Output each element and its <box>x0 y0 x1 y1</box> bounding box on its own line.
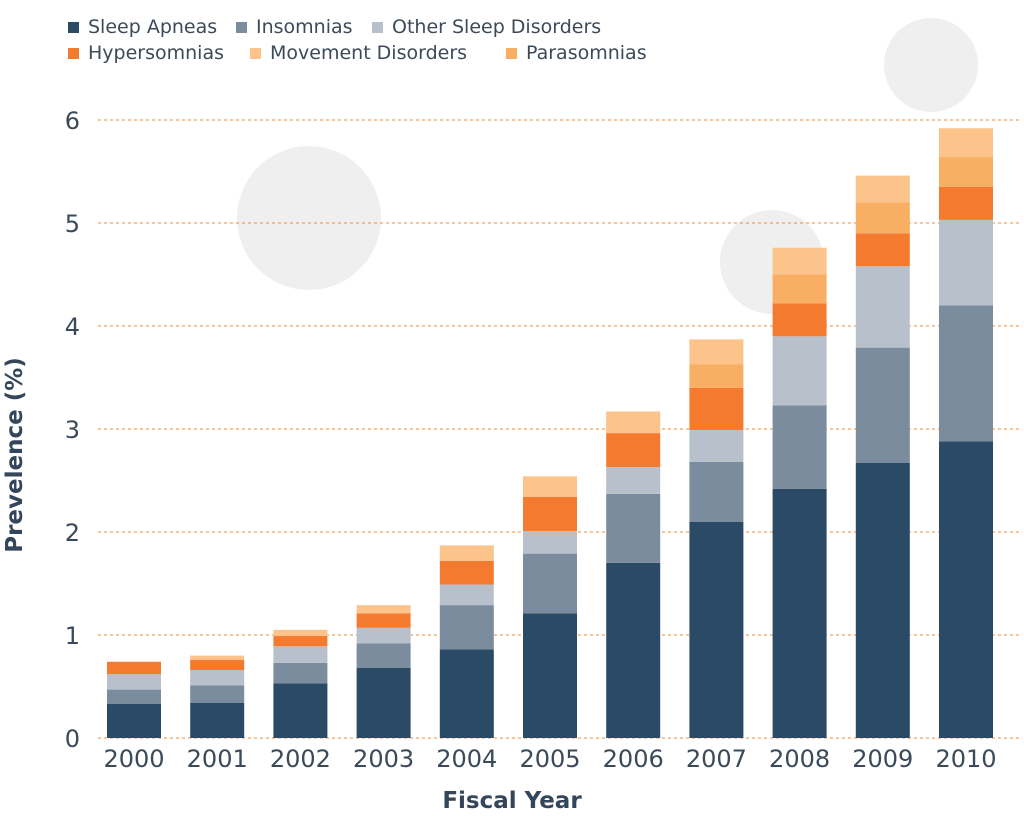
bar-segment <box>439 649 494 738</box>
bar-segment <box>190 655 245 660</box>
x-tick-label: 2003 <box>353 745 414 773</box>
bar-segment <box>606 562 661 738</box>
bar-segment <box>772 247 827 275</box>
y-tick-label: 5 <box>65 210 80 238</box>
bar-segment <box>606 467 661 494</box>
x-tick-label: 2008 <box>769 745 830 773</box>
bar-segment <box>107 674 161 690</box>
legend-swatch <box>68 48 79 59</box>
bar-segment <box>107 689 161 705</box>
bars <box>107 128 993 738</box>
bar-segment <box>606 411 661 434</box>
bar-segment <box>190 659 245 671</box>
bar-segment <box>273 683 328 738</box>
bar-segment <box>939 186 993 220</box>
legend-swatch <box>372 22 383 33</box>
bar-segment <box>523 476 577 497</box>
bar-segment <box>273 629 328 637</box>
x-tick-label: 2000 <box>103 745 164 773</box>
legend-label: Parasomnias <box>526 42 647 64</box>
bar-segment <box>356 605 411 614</box>
legend-label: Other Sleep Disorders <box>392 16 601 38</box>
legend-label: Sleep Apneas <box>88 16 217 38</box>
bar-segment <box>689 461 744 522</box>
bar-segment <box>939 128 993 158</box>
bar-segment <box>855 233 910 267</box>
bar-segment <box>273 646 328 663</box>
bar-segment <box>772 336 827 406</box>
y-tick-label: 3 <box>65 416 80 444</box>
bar-segment <box>855 175 910 203</box>
x-tick-label: 2004 <box>436 745 497 773</box>
legend-swatch <box>236 22 247 33</box>
bar-segment <box>523 553 577 614</box>
bar-segment <box>439 545 494 561</box>
bar-segment <box>939 219 993 306</box>
y-tick-label: 2 <box>65 519 80 547</box>
bar-segment <box>523 530 577 554</box>
legend: Sleep Apneas Insomnias Other Sleep Disorde… <box>68 16 647 64</box>
x-tick-label: 2009 <box>852 745 913 773</box>
bar-segment <box>772 274 827 304</box>
bar-segment <box>689 387 744 431</box>
decorative-circle <box>884 18 978 112</box>
legend-swatch <box>250 48 261 59</box>
bar-segment <box>273 636 328 647</box>
bar-segment <box>689 364 744 388</box>
bar-segment <box>190 685 245 703</box>
y-tick-label: 6 <box>65 107 80 135</box>
bar-segment <box>855 347 910 463</box>
x-tick-label: 2006 <box>603 745 664 773</box>
bar-segment <box>356 627 411 644</box>
bar-segment <box>107 661 161 675</box>
bar-segment <box>523 496 577 531</box>
bar-segment <box>855 266 910 348</box>
bar-segment <box>772 405 827 489</box>
y-axis-ticks: 0 1 2 3 4 5 6 <box>65 107 80 753</box>
y-tick-label: 1 <box>65 622 80 650</box>
bar-segment <box>356 613 411 628</box>
bar-segment <box>606 433 661 468</box>
y-tick-label: 0 <box>65 725 80 753</box>
legend-swatch <box>68 22 79 33</box>
bar-segment <box>689 521 744 738</box>
bar-segment <box>439 584 494 606</box>
legend-label: Movement Disorders <box>270 42 467 64</box>
bar-segment <box>606 493 661 563</box>
legend-label: Hypersomnias <box>88 42 224 64</box>
bar-segment <box>273 662 328 684</box>
bar-segment <box>689 430 744 462</box>
bar-segment <box>939 441 993 738</box>
x-axis-ticks: 2000 2001 2002 2003 2004 2005 2006 2007 2008 2009… <box>103 745 996 773</box>
bar-segment <box>939 305 993 442</box>
bar-segment <box>855 202 910 234</box>
bar-segment <box>439 560 494 585</box>
bar-segment <box>356 643 411 668</box>
bar-segment <box>356 667 411 738</box>
bar-segment <box>439 605 494 650</box>
x-tick-label: 2007 <box>686 745 747 773</box>
bar-segment <box>772 303 827 337</box>
bar-segment <box>772 488 827 738</box>
bar-segment <box>190 702 245 738</box>
y-axis-title: Prevelence (%) <box>2 357 28 553</box>
bar-segment <box>689 339 744 365</box>
decorative-circle <box>237 146 381 290</box>
x-axis-title: Fiscal Year <box>442 788 582 814</box>
bar-segment <box>855 462 910 738</box>
x-tick-label: 2005 <box>519 745 580 773</box>
bar-segment <box>523 613 577 738</box>
legend-label: Insomnias <box>256 16 353 38</box>
legend-swatch <box>506 48 517 59</box>
x-tick-label: 2001 <box>187 745 248 773</box>
y-tick-label: 4 <box>65 313 80 341</box>
bar-segment <box>190 670 245 686</box>
x-tick-label: 2010 <box>935 745 996 773</box>
bar-segment <box>107 704 161 738</box>
bar-segment <box>939 157 993 187</box>
x-tick-label: 2002 <box>270 745 331 773</box>
